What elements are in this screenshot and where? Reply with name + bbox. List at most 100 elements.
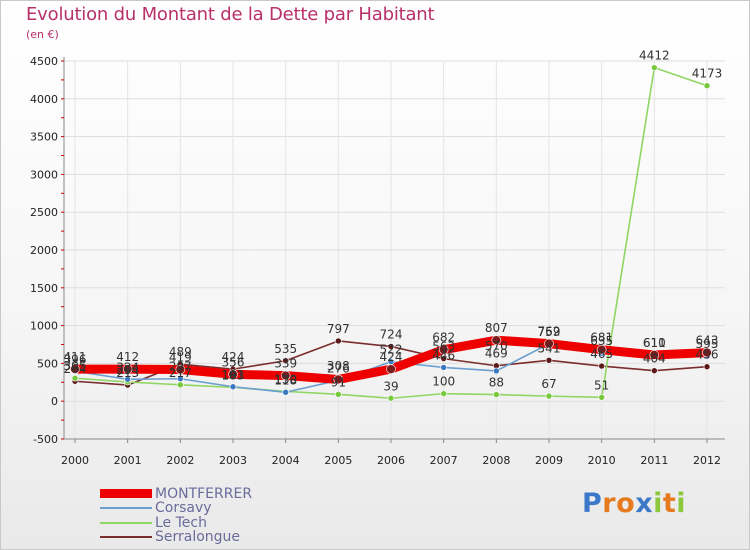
data-label: 88	[489, 376, 504, 390]
data-label: 724	[380, 327, 403, 341]
data-point	[440, 390, 447, 397]
y-tick-label: 4500	[30, 55, 58, 68]
data-point	[545, 392, 553, 400]
data-point	[335, 391, 342, 398]
y-tick-label: -500	[33, 433, 58, 446]
data-point	[651, 64, 658, 71]
x-tick-label: 2003	[219, 454, 247, 467]
data-label: 807	[485, 321, 508, 335]
data-point	[493, 367, 500, 375]
data-label: 522	[380, 343, 403, 357]
data-point	[440, 364, 447, 371]
y-tick-label: 4000	[30, 93, 58, 106]
data-label: 446	[432, 348, 455, 362]
data-point	[228, 369, 238, 380]
legend-swatch-montferrer	[100, 489, 152, 498]
y-tick-label: 3000	[30, 168, 58, 181]
data-point	[649, 350, 660, 360]
data-point	[440, 355, 447, 362]
data-point	[596, 344, 607, 355]
data-label: 130	[274, 372, 297, 386]
data-point	[545, 357, 553, 364]
proxiti-logo: Proxiti	[582, 488, 686, 519]
data-point	[122, 364, 133, 374]
data-point	[124, 375, 131, 383]
data-label: 610	[643, 336, 666, 350]
logo-letter: i	[676, 488, 687, 519]
y-tick-label: 1000	[30, 320, 58, 333]
data-point	[387, 394, 395, 402]
data-point	[333, 374, 344, 385]
data-point	[335, 337, 342, 345]
chart-title: Evolution du Montant de la Dette par Hab…	[26, 4, 435, 25]
y-tick-label: 3500	[30, 131, 58, 144]
data-point	[282, 357, 289, 365]
x-tick-label: 2002	[166, 454, 194, 467]
legend-label-le-tech: Le Tech	[155, 515, 207, 531]
data-point	[438, 344, 449, 355]
data-label: 611	[643, 336, 666, 350]
data-point	[229, 383, 237, 391]
legend-label-serralongue: Serralongue	[155, 529, 241, 545]
data-label: 39	[383, 379, 398, 393]
data-label: 456	[696, 348, 719, 362]
x-tick-label: 2008	[482, 454, 510, 467]
data-label: 4173	[692, 67, 723, 81]
data-label: 100	[432, 375, 455, 389]
logo-letter: i	[653, 488, 663, 519]
y-tick-label: 2500	[30, 206, 58, 219]
data-point	[282, 388, 289, 396]
data-label: 404	[643, 352, 666, 366]
data-label: 643	[696, 334, 719, 348]
y-tick-label: 500	[37, 357, 58, 370]
data-label: 412	[116, 350, 139, 364]
data-point	[598, 394, 605, 401]
data-label: 424	[380, 350, 403, 364]
data-point	[598, 362, 605, 370]
data-point	[703, 363, 711, 371]
data-point	[493, 391, 500, 398]
data-label: 595	[696, 337, 719, 351]
data-label: 51	[594, 378, 609, 392]
data-label: 635	[590, 334, 613, 348]
data-label: 308	[327, 359, 350, 373]
data-label: 264	[64, 362, 87, 376]
data-label: 424	[222, 350, 245, 364]
x-tick-label: 2000	[61, 454, 89, 467]
data-label: 4412	[639, 49, 670, 63]
data-label: 213	[116, 366, 139, 380]
data-label: 489	[169, 345, 192, 359]
data-point	[280, 370, 291, 381]
data-label: 217	[169, 366, 192, 380]
data-label: 469	[485, 347, 508, 361]
y-tick-label: 1500	[30, 282, 58, 295]
x-tick-label: 2009	[535, 454, 563, 467]
data-point	[177, 375, 184, 383]
x-tick-label: 2004	[272, 454, 300, 467]
data-point	[387, 343, 395, 350]
data-point	[71, 374, 79, 382]
x-tick-label: 2001	[114, 454, 142, 467]
data-label: 570	[485, 339, 508, 353]
data-point	[651, 367, 658, 374]
legend-swatch-serralongue	[100, 536, 152, 538]
logo-letter: P	[582, 488, 603, 519]
data-label: 762	[538, 325, 561, 339]
data-label: 91	[331, 375, 346, 389]
x-tick-label: 2012	[693, 454, 721, 467]
x-tick-label: 2005	[324, 454, 352, 467]
legend-swatch-corsavy	[100, 507, 152, 509]
logo-letter: x	[635, 488, 654, 519]
legend-swatch-le-tech	[100, 522, 152, 524]
y-tick-label: 2000	[30, 244, 58, 257]
data-label: 356	[222, 355, 245, 369]
data-point	[175, 364, 186, 375]
legend-label-corsavy: Corsavy	[155, 500, 212, 516]
data-label: 541	[538, 341, 561, 355]
data-label: 276	[327, 361, 350, 375]
data-label: 297	[169, 360, 192, 374]
data-point	[70, 364, 80, 374]
data-label: 759	[538, 325, 561, 339]
data-label: 465	[590, 347, 613, 361]
